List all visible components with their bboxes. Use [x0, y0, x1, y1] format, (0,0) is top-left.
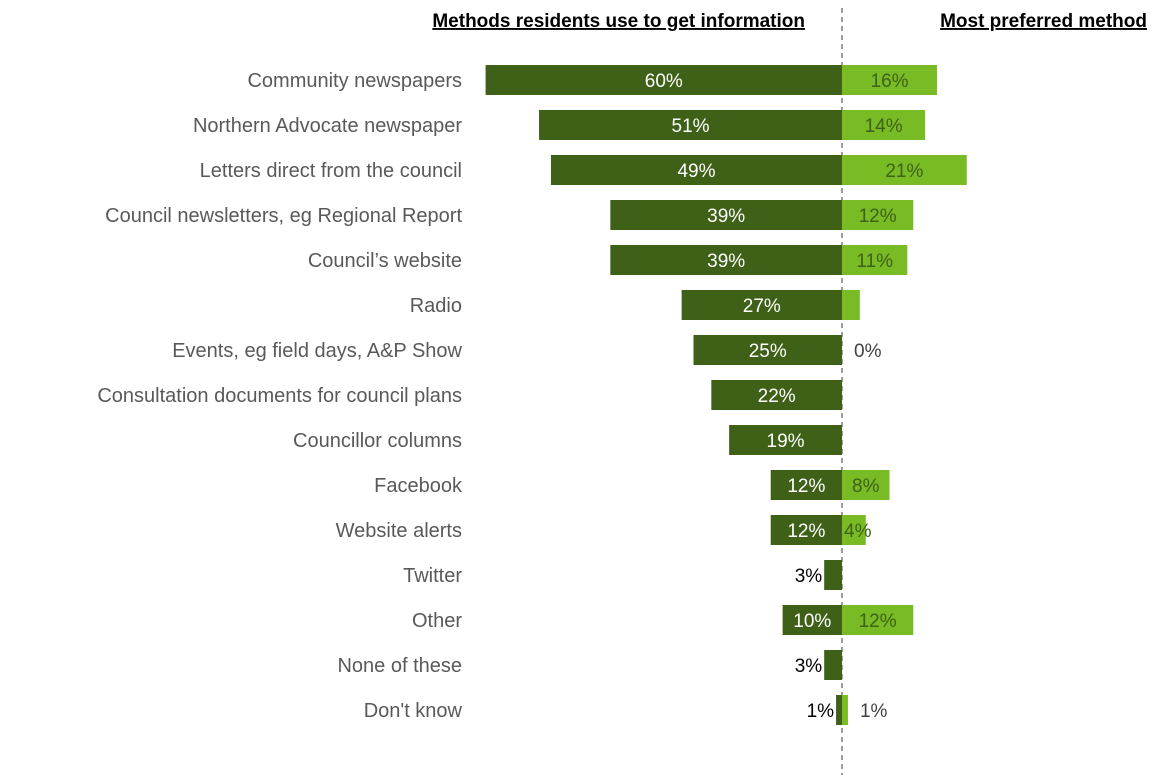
use-bar [770, 470, 842, 500]
use-value-label: 25% [749, 341, 787, 362]
category-label: Radio [410, 295, 462, 317]
preferred-bar [842, 155, 967, 185]
category-label: Consultation documents for council plans [97, 385, 462, 407]
use-bar [550, 155, 842, 185]
use-value-label: 39% [707, 251, 745, 272]
preferred-bar [842, 245, 908, 275]
preferred-value-label: 4% [844, 521, 872, 542]
category-label: Letters direct from the council [200, 160, 462, 182]
category-label: Community newspapers [247, 70, 462, 92]
category-label: Council newsletters, eg Regional Report [105, 205, 462, 227]
use-value-label: 3% [795, 656, 823, 677]
use-value-label: 22% [758, 386, 796, 407]
preferred-value-label: 0% [854, 341, 882, 362]
preferred-bar [842, 110, 926, 140]
preferred-value-label: 21% [885, 161, 923, 182]
use-bar [711, 380, 842, 410]
preferred-value-label: 14% [865, 116, 903, 137]
category-label: None of these [337, 655, 462, 677]
category-label: Council’s website [308, 250, 462, 272]
preferred-value-label: 11% [856, 251, 893, 272]
preferred-bar [842, 65, 938, 95]
use-value-label: 19% [767, 431, 805, 452]
preferred-bar [842, 200, 914, 230]
preferred-value-label: 1% [860, 701, 888, 722]
use-bar [729, 425, 842, 455]
use-value-label: 10% [793, 611, 831, 632]
use-bar [610, 200, 842, 230]
use-value-label: 3% [795, 566, 823, 587]
preferred-bar [842, 470, 890, 500]
use-value-label: 12% [787, 521, 825, 542]
use-bar [610, 245, 842, 275]
preferred-bar [842, 290, 860, 320]
category-label: Northern Advocate newspaper [193, 115, 462, 137]
use-bar [782, 605, 842, 635]
use-value-label: 27% [743, 296, 781, 317]
category-label: Councillor columns [293, 430, 462, 452]
category-label: Website alerts [336, 520, 462, 542]
category-label: Twitter [403, 565, 462, 587]
use-bar [485, 65, 842, 95]
category-label: Facebook [374, 475, 463, 497]
preferred-value-label: 8% [852, 476, 880, 497]
preferred-value-label: 12% [859, 206, 897, 227]
use-value-label: 49% [677, 161, 715, 182]
use-value-label: 39% [707, 206, 745, 227]
category-label: Other [412, 610, 462, 632]
use-bar [824, 560, 842, 590]
preferred-bar [842, 515, 866, 545]
use-bar [770, 515, 842, 545]
preferred-value-label: 16% [871, 71, 909, 92]
preferred-value-label: 12% [859, 611, 897, 632]
category-label: Events, eg field days, A&P Show [172, 340, 462, 362]
use-bar [824, 650, 842, 680]
left-header: Methods residents use to get information [432, 11, 805, 32]
use-value-label: 51% [672, 116, 710, 137]
right-header: Most preferred method [940, 11, 1147, 32]
use-bar [681, 290, 842, 320]
use-value-label: 60% [645, 71, 683, 92]
chart-rows: Community newspapers 60% 16% Northern Advoc… [97, 65, 967, 725]
use-bar [539, 110, 842, 140]
use-value-label: 12% [787, 476, 825, 497]
use-bar [836, 695, 842, 725]
category-label: Don't know [364, 700, 463, 722]
preferred-bar [842, 605, 914, 635]
use-bar [693, 335, 842, 365]
preferred-bar [842, 695, 848, 725]
use-value-label: 1% [807, 701, 835, 722]
